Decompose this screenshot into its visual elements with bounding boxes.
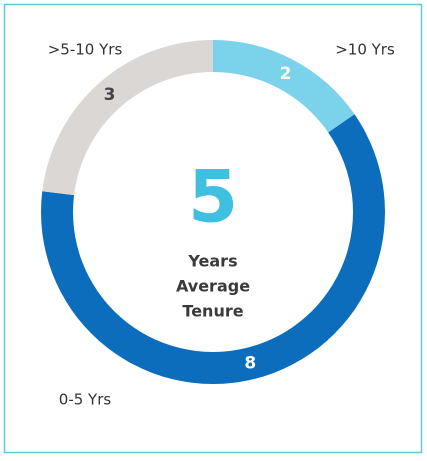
center-label: Years: [187, 252, 237, 271]
donut-segment: [213, 40, 355, 133]
category-label: 0-5 Yrs: [59, 391, 112, 409]
value-label: 3: [104, 85, 116, 105]
category-label: >10 Yrs: [335, 41, 395, 59]
value-label: 2: [280, 64, 292, 84]
center-value: 5: [188, 155, 238, 239]
center-label: Average: [176, 277, 250, 296]
donut-segment: [41, 114, 386, 385]
center-label: Tenure: [182, 302, 243, 321]
frame: [3, 3, 423, 454]
donut-segment: [42, 40, 213, 196]
category-label: >5-10 Yrs: [48, 41, 123, 59]
value-label: 8: [244, 353, 256, 373]
